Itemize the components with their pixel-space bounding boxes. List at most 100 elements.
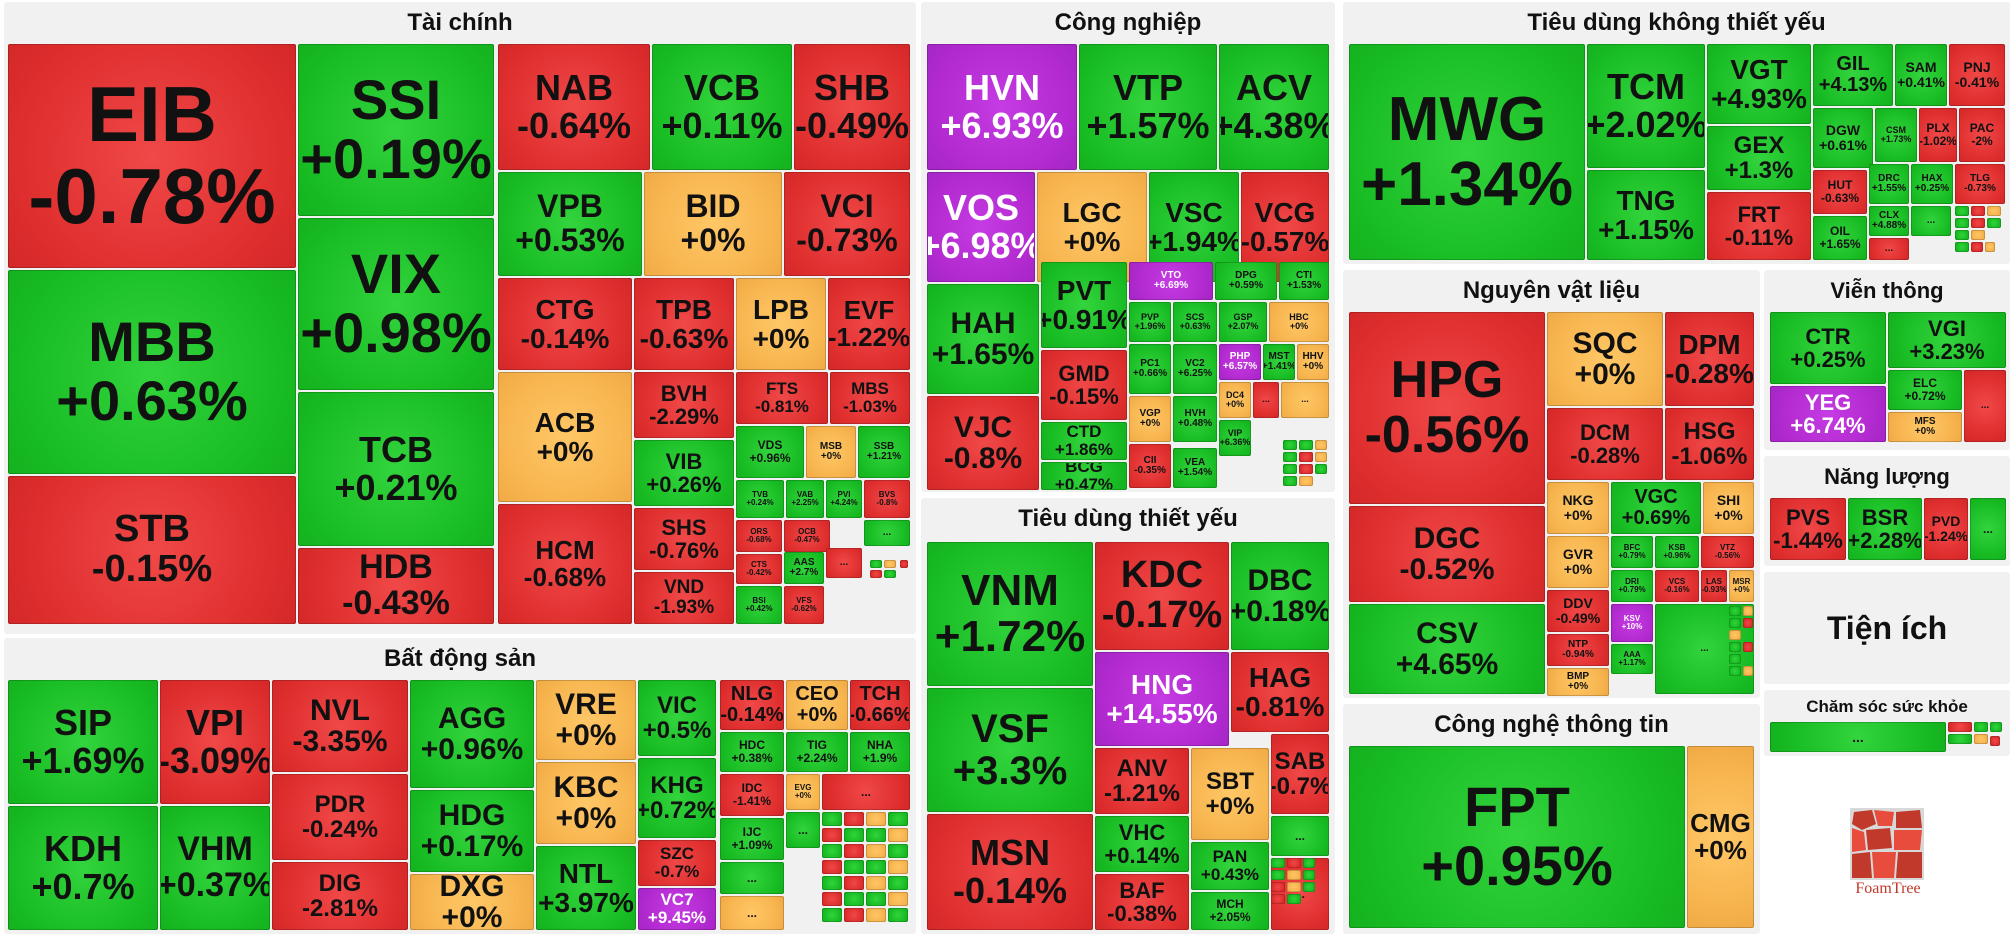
- stock-tile-vib[interactable]: VIB +0.26%: [634, 440, 734, 506]
- stock-tile-vds[interactable]: VDS +0.96%: [736, 426, 804, 478]
- stock-tile-small[interactable]: [1971, 242, 1983, 252]
- stock-tile-small[interactable]: [1990, 722, 2002, 732]
- stock-tile-hdg[interactable]: HDG +0.17%: [410, 790, 534, 872]
- stock-tile-bfc[interactable]: BFC +0.79%: [1611, 536, 1653, 568]
- stock-tile-more[interactable]: ...: [786, 812, 820, 848]
- stock-tile-vpi[interactable]: VPI -3.09%: [160, 680, 270, 804]
- stock-tile-pan[interactable]: PAN +0.43%: [1191, 842, 1269, 890]
- stock-tile-small[interactable]: [1955, 230, 1969, 240]
- stock-tile-ctr[interactable]: CTR +0.25%: [1770, 312, 1886, 384]
- stock-tile-ijc[interactable]: IJC +1.09%: [720, 818, 784, 860]
- stock-tile-small[interactable]: [1948, 734, 1972, 744]
- stock-tile-small[interactable]: [1299, 464, 1313, 474]
- stock-tile-scs[interactable]: SCS +0.63%: [1173, 302, 1217, 342]
- stock-tile-bcg[interactable]: BCG +0.47%: [1041, 462, 1127, 490]
- stock-tile-clx[interactable]: CLX +4.88%: [1869, 206, 1909, 236]
- stock-tile-small[interactable]: [822, 876, 842, 890]
- stock-tile-small[interactable]: [866, 908, 886, 922]
- stock-tile-small[interactable]: [1303, 858, 1315, 868]
- stock-tile-aas[interactable]: AAS +2.7%: [784, 552, 824, 584]
- stock-tile-small[interactable]: [866, 828, 886, 842]
- stock-tile-khg[interactable]: KHG +0.72%: [638, 758, 716, 838]
- stock-tile-mst[interactable]: MST +1.41%: [1263, 344, 1295, 380]
- stock-tile-hpg[interactable]: HPG -0.56%: [1349, 312, 1545, 504]
- stock-tile-drc[interactable]: DRC +1.55%: [1869, 164, 1909, 204]
- stock-tile-more[interactable]: ...: [1911, 206, 1951, 236]
- stock-tile-small[interactable]: [870, 570, 882, 578]
- stock-tile-bvh[interactable]: BVH -2.29%: [634, 372, 734, 438]
- stock-tile-small[interactable]: [1985, 242, 1995, 252]
- stock-tile-tng[interactable]: TNG +1.15%: [1587, 170, 1705, 260]
- stock-tile-small[interactable]: [844, 876, 864, 890]
- stock-tile-vos[interactable]: VOS+6.98%: [927, 172, 1035, 282]
- stock-tile-szc[interactable]: SZC -0.7%: [638, 840, 716, 886]
- stock-tile-pvs[interactable]: PVS -1.44%: [1770, 498, 1846, 560]
- stock-tile-small[interactable]: [1955, 218, 1969, 228]
- stock-tile-small[interactable]: [888, 892, 908, 906]
- stock-tile-small[interactable]: [1974, 734, 1988, 744]
- stock-tile-small[interactable]: [1271, 870, 1285, 880]
- stock-tile-small[interactable]: [884, 570, 896, 578]
- stock-tile-small[interactable]: [866, 812, 886, 826]
- stock-tile-evf[interactable]: EVF -1.22%: [828, 278, 910, 370]
- stock-tile-ors[interactable]: ORS -0.68%: [736, 520, 782, 552]
- stock-tile-small[interactable]: [1287, 870, 1301, 880]
- stock-tile-more[interactable]: ...: [1970, 498, 2006, 560]
- stock-tile-cii[interactable]: CII -0.35%: [1129, 444, 1171, 488]
- stock-tile-small[interactable]: [1729, 606, 1741, 616]
- stock-tile-plx[interactable]: PLX -1.02%: [1919, 108, 1957, 162]
- stock-tile-small[interactable]: [1971, 206, 1985, 216]
- stock-tile-mfs[interactable]: MFS +0%: [1888, 412, 1962, 442]
- stock-tile-small[interactable]: [870, 560, 882, 568]
- stock-tile-sab[interactable]: SAB -0.7%: [1271, 734, 1329, 814]
- stock-tile-bvs[interactable]: BVS -0.8%: [864, 480, 910, 518]
- stock-tile-dpm[interactable]: DPM -0.28%: [1665, 312, 1754, 406]
- stock-tile-sqc[interactable]: SQC +0%: [1547, 312, 1663, 406]
- stock-tile-php[interactable]: PHP +6.57%: [1219, 344, 1261, 380]
- stock-tile-agg[interactable]: AGG +0.96%: [410, 680, 534, 788]
- stock-tile-small[interactable]: [822, 812, 842, 826]
- stock-tile-csv[interactable]: CSV +4.65%: [1349, 604, 1545, 694]
- stock-tile-vjc[interactable]: VJC -0.8%: [927, 396, 1039, 490]
- stock-tile-nab[interactable]: NAB -0.64%: [498, 44, 650, 170]
- stock-tile-gmd[interactable]: GMD -0.15%: [1041, 350, 1127, 420]
- stock-tile-vcb[interactable]: VCB +0.11%: [652, 44, 792, 170]
- stock-tile-ssi[interactable]: SSI +0.19%: [298, 44, 494, 216]
- stock-tile-small[interactable]: [1303, 882, 1315, 892]
- stock-tile-dig[interactable]: DIG -2.81%: [272, 862, 408, 930]
- stock-tile-mbs[interactable]: MBS -1.03%: [830, 372, 910, 424]
- stock-tile-small[interactable]: [1955, 242, 1969, 252]
- stock-tile-vfs[interactable]: VFS -0.62%: [784, 586, 824, 624]
- stock-tile-hng[interactable]: HNG +14.55%: [1095, 652, 1229, 746]
- stock-tile-hdb[interactable]: HDB -0.43%: [298, 548, 494, 624]
- stock-tile-small[interactable]: [1971, 218, 1985, 228]
- stock-tile-ocb[interactable]: OCB -0.47%: [784, 520, 830, 552]
- stock-tile-ssb[interactable]: SSB +1.21%: [858, 426, 910, 478]
- stock-tile-small[interactable]: [1287, 858, 1301, 868]
- stock-tile-small[interactable]: [1283, 452, 1297, 462]
- stock-tile-oil[interactable]: OIL +1.65%: [1813, 216, 1867, 260]
- stock-tile-more[interactable]: ...: [1869, 238, 1909, 260]
- stock-tile-more[interactable]: ...: [1271, 816, 1329, 856]
- stock-tile-vip[interactable]: VIP +6.36%: [1219, 420, 1251, 456]
- stock-tile-hsg[interactable]: HSG -1.06%: [1665, 408, 1754, 480]
- stock-tile-frt[interactable]: FRT -0.11%: [1707, 192, 1811, 260]
- stock-tile-small[interactable]: [866, 876, 886, 890]
- stock-tile-pvd[interactable]: PVD -1.24%: [1924, 498, 1968, 560]
- stock-tile-dri[interactable]: DRI +0.79%: [1611, 570, 1653, 602]
- stock-tile-gex[interactable]: GEX +1.3%: [1707, 126, 1811, 190]
- stock-tile-more[interactable]: ...: [1964, 370, 2006, 442]
- stock-tile-more[interactable]: ...: [864, 520, 910, 546]
- stock-tile-small[interactable]: [822, 844, 842, 858]
- stock-tile-more[interactable]: ...: [822, 774, 910, 810]
- stock-tile-las[interactable]: LAS -0.93%: [1701, 570, 1727, 602]
- stock-tile-ctg[interactable]: CTG -0.14%: [498, 278, 632, 370]
- stock-tile-acb[interactable]: ACB +0%: [498, 372, 632, 502]
- stock-tile-small[interactable]: [844, 812, 864, 826]
- stock-tile-small[interactable]: [1729, 666, 1741, 676]
- stock-tile-vab[interactable]: VAB +2.25%: [786, 480, 824, 518]
- stock-tile-pvp[interactable]: PVP +1.96%: [1129, 302, 1171, 342]
- stock-tile-tvb[interactable]: TVB +0.24%: [736, 480, 784, 518]
- stock-tile-bsr[interactable]: BSR +2.28%: [1848, 498, 1922, 560]
- stock-tile-small[interactable]: [1299, 452, 1313, 462]
